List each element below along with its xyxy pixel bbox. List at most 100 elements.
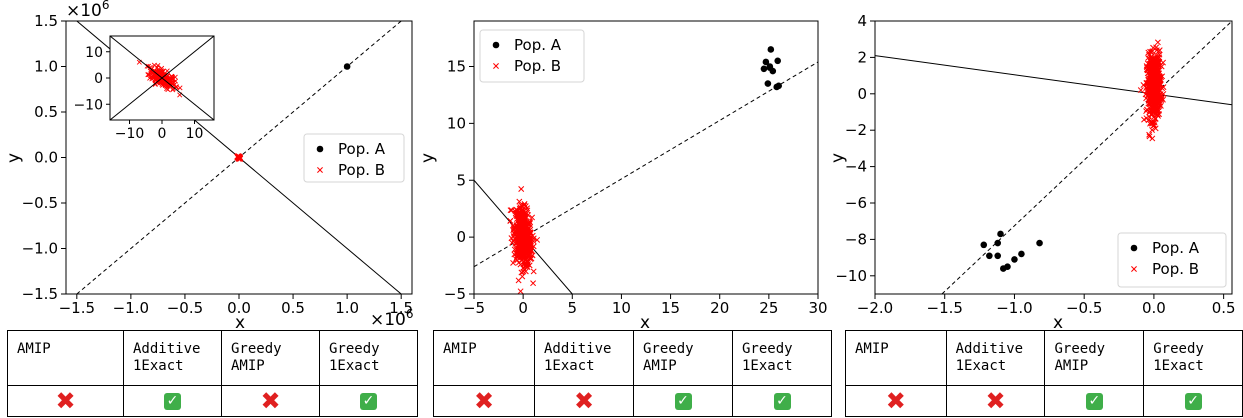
- inset-line: [110, 36, 214, 120]
- data-point: [1154, 39, 1161, 46]
- y-axis-label: y: [828, 153, 848, 163]
- data-point: [1152, 115, 1159, 122]
- data-point: [510, 224, 517, 231]
- data-point: [1011, 256, 1018, 263]
- data-point: [1147, 120, 1153, 127]
- data-point: [1004, 263, 1011, 271]
- data-point: [1154, 111, 1161, 118]
- data-point: [1150, 44, 1157, 51]
- data-point: [1154, 56, 1161, 63]
- data-point: [1154, 65, 1160, 72]
- data-point: [1142, 91, 1149, 98]
- data-point: [1151, 88, 1158, 95]
- inset-y-tick-label: 0: [94, 71, 103, 87]
- x-axis-label: x: [640, 313, 650, 330]
- data-point: [522, 211, 529, 218]
- result-cell: ✓: [732, 385, 832, 417]
- y-tick-label: 10: [447, 114, 466, 132]
- result-cell: ✖: [845, 385, 947, 417]
- y-axis-label: y: [4, 153, 24, 163]
- data-point: [524, 257, 531, 264]
- data-point: [1160, 96, 1166, 103]
- data-point: [1154, 65, 1161, 72]
- data-point: [1156, 92, 1163, 99]
- check-icon: ✓: [1085, 392, 1103, 410]
- data-point: [764, 80, 772, 87]
- data-point: [520, 268, 527, 275]
- table-header: Additive 1Exact: [534, 330, 634, 386]
- inset-x-tick-label: 0: [158, 126, 167, 142]
- table-header: Greedy AMIP: [1044, 330, 1145, 386]
- data-point: [521, 263, 528, 269]
- data-point: [515, 235, 522, 242]
- data-point: [514, 257, 521, 264]
- data-point: [529, 232, 536, 239]
- table-header-label: AMIP: [443, 341, 477, 357]
- data-point: [165, 87, 171, 93]
- data-point: [1140, 82, 1147, 88]
- data-point: [343, 63, 351, 70]
- cross-icon: ✖: [985, 386, 1006, 415]
- check-icon: ✓: [360, 392, 377, 410]
- data-point: [1145, 97, 1152, 104]
- data-point: [1018, 250, 1025, 258]
- legend-label: Pop. B: [338, 161, 385, 179]
- data-point: [147, 64, 153, 70]
- data-point: [522, 235, 529, 242]
- data-point: [172, 74, 178, 80]
- data-point: [775, 82, 782, 90]
- plot-area: [875, 21, 1232, 294]
- data-point: [986, 252, 993, 260]
- x-tick-label: 30: [808, 299, 827, 317]
- solid-line: [875, 55, 1232, 106]
- data-point: [517, 288, 524, 294]
- y-tick-label: −4: [845, 158, 867, 176]
- data-point: [522, 268, 529, 275]
- data-point: [512, 210, 519, 217]
- data-point: [1156, 107, 1162, 114]
- data-point: [1149, 95, 1156, 102]
- table-header: Greedy AMIP: [221, 330, 320, 386]
- legend-box: [303, 133, 405, 183]
- data-point: [145, 72, 151, 78]
- data-point: [1154, 80, 1161, 87]
- data-point: [1160, 90, 1167, 97]
- data-point: [523, 262, 530, 269]
- data-point: [507, 207, 514, 214]
- data-point: [994, 252, 1002, 260]
- table-header-label: Greedy 1Exact: [742, 341, 793, 374]
- data-point: [1152, 69, 1159, 76]
- data-point: [522, 213, 529, 220]
- data-point: [164, 68, 170, 74]
- axes-frame: [874, 20, 1233, 295]
- data-point: [517, 213, 524, 220]
- table-header: Greedy 1Exact: [319, 330, 418, 386]
- y-tick-label: −10: [835, 267, 867, 285]
- data-point: [980, 241, 988, 249]
- data-point: [522, 203, 529, 210]
- x-tick-label: −1.5: [59, 299, 95, 317]
- check-icon: ✓: [164, 392, 181, 410]
- data-point: [1149, 101, 1156, 108]
- cross-icon: ✖: [55, 386, 76, 415]
- table-header: AMIP: [845, 330, 947, 386]
- data-point: [529, 214, 536, 221]
- x-axis-label: x: [1053, 313, 1063, 330]
- legend-label: Pop. B: [514, 57, 561, 75]
- legend-box: [479, 29, 585, 83]
- x-tick-label: −2.0: [857, 299, 893, 317]
- y-tick-label: 0.5: [34, 103, 58, 121]
- data-point: [1036, 239, 1043, 247]
- y-tick-label: 0: [857, 85, 867, 103]
- data-point: [530, 238, 537, 245]
- superscript: 6: [102, 0, 110, 12]
- data-point: [518, 186, 525, 192]
- data-point: [151, 73, 157, 79]
- data-point: [524, 231, 531, 238]
- cross-icon: ✖: [260, 386, 281, 415]
- data-point: [512, 250, 519, 256]
- data-point: [1152, 125, 1159, 132]
- data-point: [516, 219, 522, 226]
- result-cell: ✖: [221, 385, 320, 417]
- data-point: [1148, 104, 1155, 111]
